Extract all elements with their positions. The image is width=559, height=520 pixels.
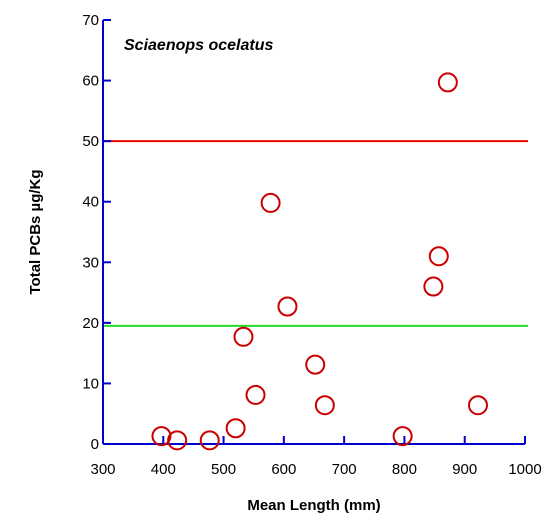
x-axis-title: Mean Length (mm): [247, 497, 380, 514]
data-point: [437, 72, 458, 93]
data-point: [151, 426, 172, 447]
data-point: [167, 430, 188, 451]
data-points: [151, 72, 488, 451]
y-tick-label: 20: [82, 315, 99, 332]
data-point: [428, 246, 449, 267]
x-tick-label: 500: [211, 461, 236, 478]
x-tick-label: 800: [392, 461, 417, 478]
y-tick-label: 30: [82, 254, 99, 271]
x-tick-label: 400: [151, 461, 176, 478]
x-tick-label: 700: [332, 461, 357, 478]
data-point: [260, 192, 281, 213]
x-tick-label: 1000: [508, 461, 541, 478]
data-point: [199, 430, 220, 451]
y-tick-label: 10: [82, 375, 99, 392]
x-tick-label: 900: [452, 461, 477, 478]
y-axis-title: Total PCBs µg/Kg: [27, 169, 44, 294]
y-tick-label: 0: [91, 436, 99, 453]
axes: 0 10 20 30 40 50 60 70 300 400 500 600 700 800 900 1000: [82, 12, 541, 478]
data-point: [467, 395, 488, 416]
species-annotation: Sciaenops ocelatus: [124, 37, 273, 54]
data-point: [305, 354, 326, 375]
y-tick-label: 70: [82, 12, 99, 29]
y-tick-label: 40: [82, 194, 99, 211]
x-tick-label: 600: [271, 461, 296, 478]
x-tick-label: 300: [90, 461, 115, 478]
data-point: [225, 418, 246, 439]
y-tick-label: 50: [82, 133, 99, 150]
reference-lines: [103, 140, 528, 327]
data-point: [314, 395, 335, 416]
data-point: [245, 384, 266, 405]
data-point: [277, 296, 298, 317]
labels: Sciaenops ocelatus Mean Length (mm) Tota…: [27, 37, 381, 514]
data-point: [233, 326, 254, 347]
data-point: [423, 276, 444, 297]
data-point: [392, 426, 413, 447]
y-tick-label: 60: [82, 73, 99, 90]
